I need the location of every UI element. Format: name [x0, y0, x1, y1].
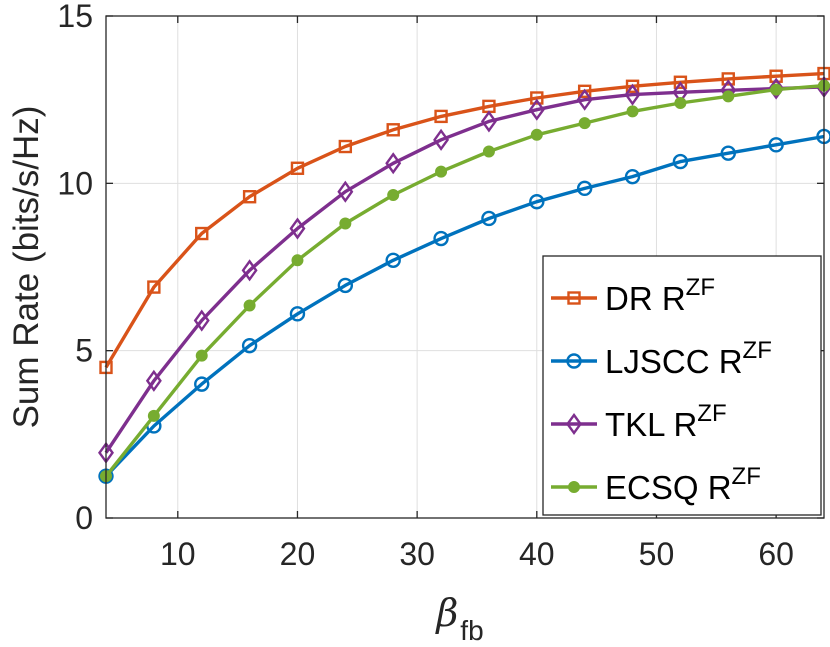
- data-point: [721, 72, 735, 86]
- x-axis-label: βfb: [434, 591, 483, 646]
- data-point: [387, 189, 400, 202]
- data-point: [624, 83, 641, 106]
- legend-label-text: LJSCC R: [605, 343, 743, 380]
- legend-label: ECSQ RZF: [605, 463, 761, 506]
- legend-label-text: TKL R: [605, 406, 697, 443]
- data-point: [529, 194, 545, 210]
- data-point: [433, 230, 449, 247]
- legend-label: LJSCC RZF: [605, 337, 772, 380]
- legend-label: DR RZF: [605, 274, 715, 317]
- legend-entry: LJSCC RZF: [551, 337, 772, 380]
- data-point: [241, 259, 258, 282]
- legend-label: TKL RZF: [605, 400, 727, 443]
- data-point: [289, 306, 306, 322]
- legend-entry: TKL RZF: [551, 400, 727, 443]
- plot-frame: [105, 15, 825, 519]
- data-point: [626, 105, 639, 118]
- data-point: [241, 337, 258, 354]
- data-point: [673, 75, 688, 89]
- tick-group: 10 20 30 40 50 60 0 5 10 15: [57, 0, 824, 572]
- data-point: [720, 145, 736, 161]
- x-tick-label: 60: [758, 536, 794, 572]
- series-line: [104, 83, 825, 478]
- data-point: [243, 299, 256, 312]
- data-point: [481, 210, 497, 227]
- data-point: [435, 165, 448, 178]
- data-point: [147, 280, 161, 294]
- data-point: [290, 161, 305, 175]
- data-point: [193, 309, 210, 332]
- data-point: [338, 139, 353, 154]
- data-point: [195, 226, 209, 241]
- data-point: [386, 123, 400, 137]
- legend-label-superscript: ZF: [743, 337, 772, 364]
- data-point: [577, 84, 592, 99]
- legend-label-text: ECSQ R: [605, 469, 732, 506]
- legend-marker: [566, 353, 582, 369]
- data-point: [242, 190, 257, 204]
- y-axis-label: Sum Rate (bits/s/Hz): [7, 106, 46, 429]
- data-point: [337, 180, 354, 203]
- legend-entry: ECSQ RZF: [551, 463, 761, 506]
- data-point: [528, 98, 545, 121]
- data-point: [625, 79, 640, 93]
- y-tick-label: 5: [75, 333, 93, 369]
- data-point: [194, 376, 210, 392]
- legend-label-text: DR R: [605, 280, 686, 317]
- x-tick-label: 10: [160, 536, 196, 572]
- data-point: [768, 137, 784, 153]
- data-point: [147, 409, 160, 422]
- x-axis-subscript: fb: [460, 615, 483, 646]
- data-point: [339, 217, 352, 230]
- data-point: [480, 110, 497, 133]
- data-point: [385, 152, 402, 175]
- data-point: [624, 168, 641, 185]
- data-point: [385, 252, 401, 269]
- data-point: [337, 277, 354, 294]
- data-point: [530, 128, 543, 141]
- legend-label-superscript: ZF: [732, 463, 761, 490]
- data-point: [578, 117, 591, 130]
- x-tick-label: 40: [519, 536, 555, 572]
- series-line: [104, 134, 825, 478]
- data-point: [289, 217, 306, 240]
- x-tick-label: 30: [399, 536, 435, 572]
- data-point: [576, 180, 593, 197]
- x-tick-label: 20: [280, 536, 316, 572]
- data-point: [576, 88, 593, 111]
- series-line: [104, 85, 825, 454]
- data-point: [770, 83, 783, 96]
- legend-marker: [566, 412, 582, 436]
- x-axis-symbol: β: [434, 591, 458, 635]
- data-point: [672, 153, 689, 170]
- legend-marker: [568, 481, 580, 493]
- data-point: [722, 90, 735, 103]
- series-square: [99, 66, 830, 375]
- data-point: [291, 254, 304, 267]
- y-tick-label: 15: [57, 0, 93, 34]
- y-tick-label: 0: [75, 500, 93, 536]
- y-tick-label: 10: [57, 165, 93, 201]
- data-point: [145, 369, 162, 392]
- data-point: [482, 145, 495, 158]
- x-tick-label: 50: [639, 536, 675, 572]
- legend-marker: [567, 291, 581, 305]
- data-point: [769, 69, 783, 83]
- legend-entry: DR RZF: [551, 274, 715, 317]
- data-point: [433, 128, 450, 151]
- legend-label-superscript: ZF: [686, 274, 715, 301]
- legend-label-superscript: ZF: [697, 400, 726, 427]
- data-point: [434, 109, 448, 124]
- series-group: [98, 66, 830, 484]
- axis-labels: βfb Sum Rate (bits/s/Hz): [7, 106, 484, 646]
- series-line: [104, 71, 825, 369]
- data-point: [530, 91, 544, 105]
- data-point: [195, 349, 208, 362]
- data-point: [674, 97, 687, 110]
